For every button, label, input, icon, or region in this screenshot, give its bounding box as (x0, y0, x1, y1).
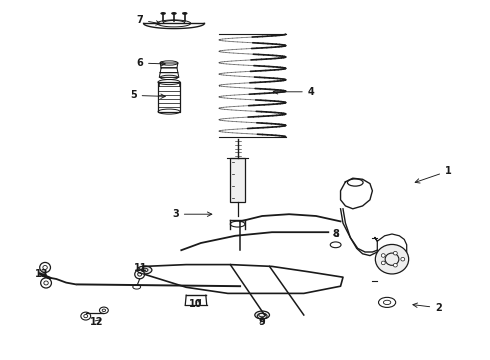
Ellipse shape (381, 254, 385, 257)
Text: 13: 13 (35, 269, 49, 279)
Ellipse shape (161, 12, 166, 14)
Ellipse shape (172, 12, 176, 14)
Text: 11: 11 (134, 263, 148, 273)
Text: 12: 12 (90, 317, 104, 327)
Text: 6: 6 (136, 58, 165, 68)
Text: 7: 7 (136, 15, 160, 25)
Text: 10: 10 (189, 299, 203, 309)
Text: 2: 2 (413, 303, 442, 313)
Ellipse shape (381, 261, 385, 265)
Ellipse shape (401, 257, 405, 261)
Ellipse shape (182, 12, 187, 14)
Text: 8: 8 (332, 229, 339, 239)
Bar (230, 158, 245, 202)
Ellipse shape (375, 244, 409, 274)
Text: 9: 9 (259, 317, 266, 327)
Text: 3: 3 (172, 209, 212, 219)
Text: 4: 4 (273, 87, 315, 97)
Text: 1: 1 (415, 166, 452, 183)
Ellipse shape (255, 311, 270, 319)
Ellipse shape (393, 251, 397, 255)
Ellipse shape (137, 266, 152, 274)
Text: 5: 5 (130, 90, 165, 100)
Ellipse shape (393, 264, 397, 267)
